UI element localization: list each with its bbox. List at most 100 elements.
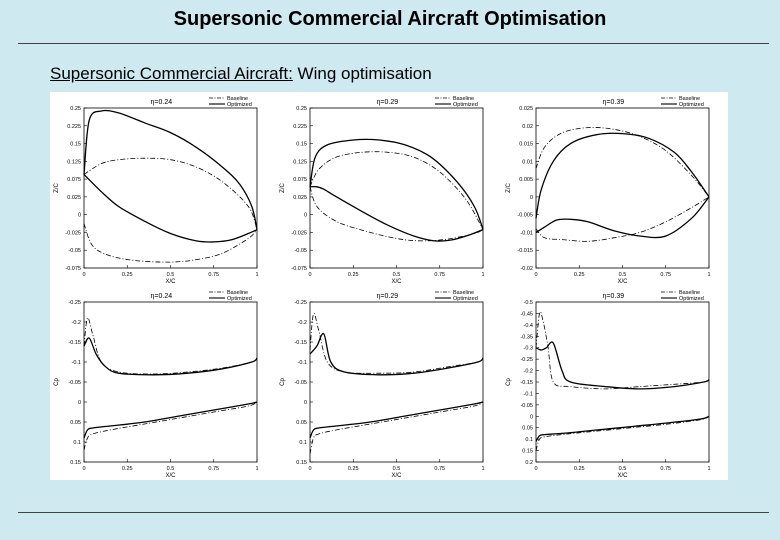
plot-frame xyxy=(83,301,258,463)
x-tick-label: 1 xyxy=(255,272,258,278)
y-axis-label: Cp xyxy=(54,378,60,386)
legend-optimized-label: Optimized xyxy=(227,296,252,302)
y-tick-label: -0.05 xyxy=(294,248,307,254)
slide-title: Supersonic Commercial Aircraft Optimisat… xyxy=(173,8,607,30)
panel-zc-eta-029: η=0.29 Baseline Optimized 0 0.25 0.5 0.75 1 X/C 0… xyxy=(276,92,502,286)
panel-cp-eta-039: η=0.39 Baseline Optimized 0 0.25 0.5 0.75 1 X/C -… xyxy=(502,286,728,480)
y-tick-label: 0.15 xyxy=(70,460,81,466)
y-tick-label: -0.2 xyxy=(298,320,307,326)
legend-baseline-label: Baseline xyxy=(679,96,700,102)
x-tick-label: 0.25 xyxy=(122,466,133,472)
slide-subtitle: Supersonic Commercial Aircraft: Wing opt… xyxy=(50,64,432,84)
y-tick-label: -0.01 xyxy=(520,230,533,236)
y-tick-label: 0.075 xyxy=(293,177,307,183)
x-tick-label: 0.5 xyxy=(393,272,401,278)
subtitle-prefix: Supersonic Commercial Aircraft: xyxy=(50,64,293,83)
optimized-series-line xyxy=(309,185,484,242)
y-tick-label: -0.15 xyxy=(68,340,81,346)
y-tick-label: -0.2 xyxy=(72,320,81,326)
y-tick-label: 0 xyxy=(530,414,533,420)
x-tick-label: 0.25 xyxy=(348,272,359,278)
y-tick-label: 0.125 xyxy=(67,159,81,165)
y-tick-label: 0.025 xyxy=(519,106,533,112)
x-tick-label: 0.75 xyxy=(660,272,671,278)
x-tick-label: 1 xyxy=(481,466,484,472)
x-tick-label: 0.5 xyxy=(167,272,175,278)
baseline-series-line xyxy=(535,127,710,198)
y-tick-label: 0.01 xyxy=(522,159,533,165)
panel-zc-eta-024: η=0.24 Baseline Optimized 0 0.25 0.5 0.75 1 X/C 0… xyxy=(50,92,276,286)
legend-optimized-label: Optimized xyxy=(453,296,478,302)
x-tick-label: 1 xyxy=(255,466,258,472)
bottom-divider xyxy=(18,512,769,513)
optimized-series-line xyxy=(535,415,710,442)
x-axis-label: X/C xyxy=(165,473,176,479)
baseline-series-line xyxy=(535,311,710,390)
y-tick-label: -0.02 xyxy=(520,266,533,272)
y-tick-label: -0.025 xyxy=(291,230,307,236)
y-tick-label: -0.1 xyxy=(298,360,307,366)
chart-title: η=0.24 xyxy=(151,293,173,300)
y-tick-label: 0 xyxy=(78,400,81,406)
y-tick-label: -0.15 xyxy=(520,380,533,386)
y-tick-label: -0.1 xyxy=(72,360,81,366)
baseline-series-line xyxy=(535,196,710,242)
legend-baseline-label: Baseline xyxy=(453,96,474,102)
optimized-series-line xyxy=(83,337,258,376)
y-tick-label: 0.2 xyxy=(525,460,533,466)
y-tick-label: -0.05 xyxy=(68,380,81,386)
x-axis-label: X/C xyxy=(165,279,176,285)
baseline-series-line xyxy=(309,313,484,374)
optimized-series-line xyxy=(83,401,258,439)
y-axis-label: Z/C xyxy=(54,183,60,193)
legend-optimized-label: Optimized xyxy=(453,102,478,108)
x-axis-label: X/C xyxy=(617,279,628,285)
x-tick-label: 0.75 xyxy=(434,466,445,472)
x-tick-label: 0.5 xyxy=(619,272,627,278)
chart-title: η=0.29 xyxy=(377,99,399,106)
plot-frame xyxy=(535,301,710,463)
x-tick-label: 0.5 xyxy=(167,466,175,472)
baseline-series-line xyxy=(83,317,258,375)
y-tick-label: 0.125 xyxy=(293,159,307,165)
optimized-series-line xyxy=(535,196,710,239)
y-tick-label: 0.225 xyxy=(67,124,81,130)
subtitle-suffix: Wing optimisation xyxy=(292,64,432,83)
legend-baseline-label: Baseline xyxy=(227,290,248,296)
x-tick-label: 0.25 xyxy=(574,466,585,472)
x-tick-label: 0 xyxy=(82,272,85,278)
x-axis-label: X/C xyxy=(391,279,402,285)
baseline-series-line xyxy=(83,401,258,451)
legend-baseline-label: Baseline xyxy=(679,290,700,296)
y-tick-label: 0.015 xyxy=(519,142,533,148)
optimized-series-line xyxy=(535,341,710,390)
y-tick-label: 0.05 xyxy=(70,420,81,426)
y-tick-label: -0.025 xyxy=(65,230,81,236)
optimized-series-line xyxy=(309,332,484,376)
x-tick-label: 1 xyxy=(481,272,484,278)
y-tick-label: -0.005 xyxy=(517,213,533,219)
plot-frame xyxy=(309,107,484,269)
y-tick-label: -0.05 xyxy=(294,380,307,386)
y-tick-label: 0.1 xyxy=(299,440,307,446)
y-tick-label: 0 xyxy=(304,400,307,406)
optimized-series-line xyxy=(309,401,484,439)
y-tick-label: -0.1 xyxy=(524,391,533,397)
y-axis-label: Z/C xyxy=(280,183,286,193)
optimized-series-line xyxy=(535,132,710,219)
x-tick-label: 1 xyxy=(707,466,710,472)
y-tick-label: -0.35 xyxy=(520,334,533,340)
baseline-series-line xyxy=(309,151,484,230)
x-tick-label: 0.25 xyxy=(122,272,133,278)
optimized-series-line xyxy=(309,138,484,230)
